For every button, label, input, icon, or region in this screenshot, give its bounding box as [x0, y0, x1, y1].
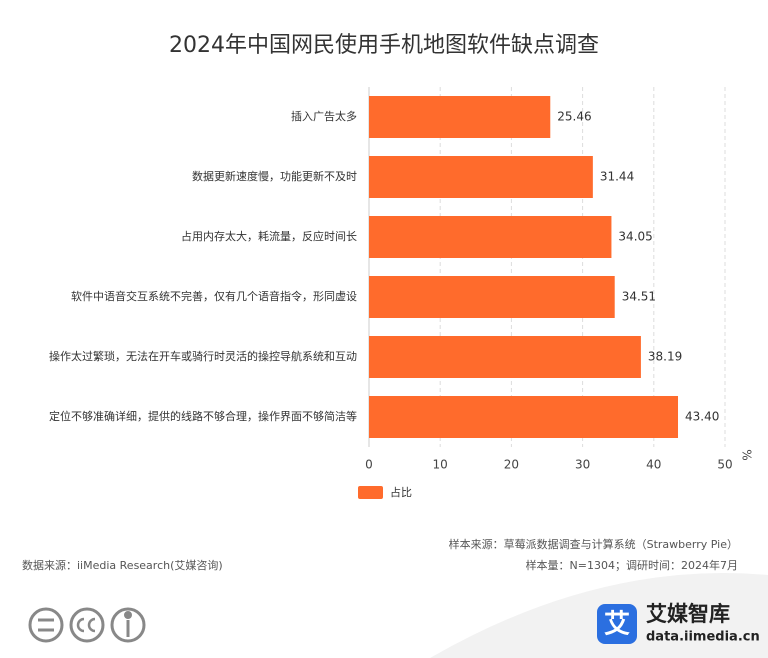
brand-logo-char: 艾	[604, 610, 630, 640]
x-axis-label: %	[740, 449, 754, 460]
y-tick-label: 软件中语音交互系统不完善，仅有几个语音指令，形同虚设	[71, 289, 357, 303]
sample-info: 样本量：N=1304；调研时间：2024年7月	[526, 558, 738, 572]
bar	[369, 336, 641, 378]
bar	[369, 96, 551, 138]
x-tick-label: 50	[717, 458, 732, 472]
license-icons	[28, 607, 146, 643]
chart-title: 2024年中国网民使用手机地图软件缺点调查	[169, 33, 599, 58]
brand-url: data.iimedia.cn	[646, 630, 760, 645]
x-tick-label: 40	[646, 458, 661, 472]
y-tick-label: 操作太过繁琐，无法在开车或骑行时灵活的操控导航系统和互动	[49, 349, 357, 363]
data-label: 25.46	[557, 110, 591, 124]
data-source: 数据来源：iiMedia Research(艾媒咨询)	[22, 558, 223, 572]
x-tick-label: 0	[365, 458, 373, 472]
data-label: 31.44	[600, 170, 634, 184]
sample-source: 样本来源：草莓派数据调查与计算系统（Strawberry Pie）	[449, 537, 738, 551]
x-tick-label: 20	[504, 458, 519, 472]
legend-swatch	[358, 486, 383, 499]
bar	[369, 156, 593, 198]
legend-label: 占比	[390, 485, 412, 499]
data-label: 38.19	[648, 350, 682, 364]
brand-name: 艾媒智库	[646, 602, 730, 626]
bar	[369, 396, 679, 438]
data-label: 43.40	[685, 410, 719, 424]
data-label: 34.51	[622, 290, 656, 304]
x-tick-label: 10	[433, 458, 448, 472]
y-tick-label: 定位不够准确详细，提供的线路不够合理，操作界面不够简洁等	[49, 409, 357, 423]
x-tick-label: 30	[575, 458, 590, 472]
bar	[369, 276, 615, 318]
bar	[369, 216, 612, 258]
y-tick-label: 插入广告太多	[291, 109, 357, 123]
brand-logo	[597, 604, 637, 644]
data-label: 34.05	[618, 230, 652, 244]
y-tick-label: 占用内存太大，耗流量，反应时间长	[181, 229, 357, 243]
y-tick-label: 数据更新速度慢，功能更新不及时	[192, 169, 357, 183]
